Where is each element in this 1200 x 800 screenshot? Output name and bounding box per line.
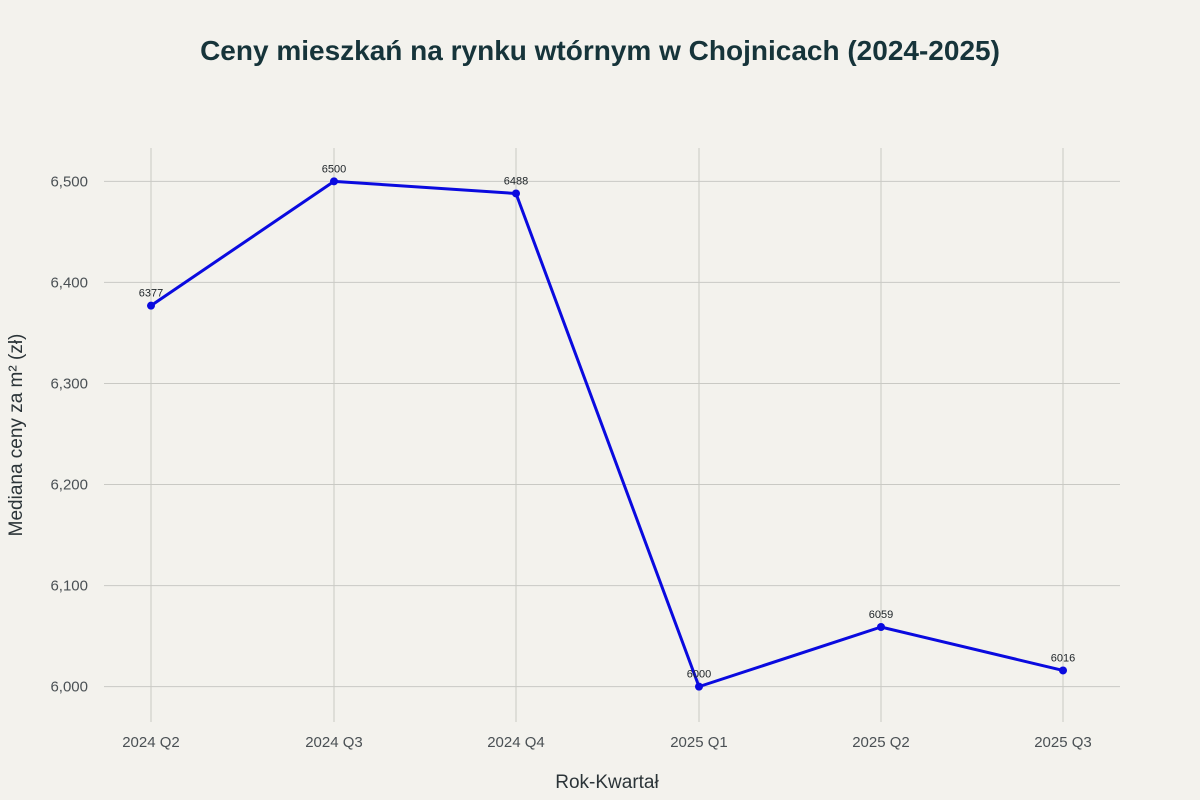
data-label: 6000 — [687, 669, 711, 681]
series-line — [150, 179, 1064, 689]
data-point[interactable] — [1059, 666, 1067, 675]
axes: 6,000 6,100 6,200 6,300 6,400 6,500 2024 Q2 202… — [50, 173, 1091, 751]
x-tick-label: 2025 Q3 — [1034, 734, 1092, 751]
grid — [104, 148, 1120, 722]
data-labels: 6377 6500 6488 6000 6059 6016 — [139, 163, 1075, 680]
x-tick-label: 2025 Q1 — [670, 734, 728, 751]
data-point[interactable] — [512, 189, 520, 198]
x-tick-label: 2025 Q2 — [852, 734, 910, 751]
data-point[interactable] — [877, 623, 885, 632]
x-tick-label: 2024 Q2 — [122, 734, 180, 751]
y-tick-label: 6,300 — [50, 375, 88, 392]
x-axis-title: Rok-Kwartał — [555, 772, 659, 793]
series-layer — [147, 177, 1067, 691]
data-label: 6059 — [869, 609, 893, 621]
x-tick-label: 2024 Q3 — [305, 734, 363, 751]
data-label: 6377 — [139, 288, 163, 300]
x-tick-label: 2024 Q4 — [487, 734, 545, 751]
data-label: 6016 — [1051, 652, 1075, 664]
data-point[interactable] — [695, 682, 703, 691]
data-point[interactable] — [330, 177, 338, 186]
data-point[interactable] — [147, 301, 155, 310]
data-label: 6488 — [504, 175, 528, 187]
y-tick-label: 6,200 — [50, 477, 88, 494]
data-label: 6500 — [322, 163, 346, 175]
y-axis-title: Mediana ceny za m² (zł) — [6, 334, 27, 537]
y-tick-label: 6,400 — [50, 274, 88, 291]
chart-title: Ceny mieszkań na rynku wtórnym w Chojnic… — [200, 35, 1000, 66]
y-tick-label: 6,500 — [50, 173, 88, 190]
y-tick-label: 6,100 — [50, 578, 88, 595]
y-tick-label: 6,000 — [50, 679, 88, 696]
